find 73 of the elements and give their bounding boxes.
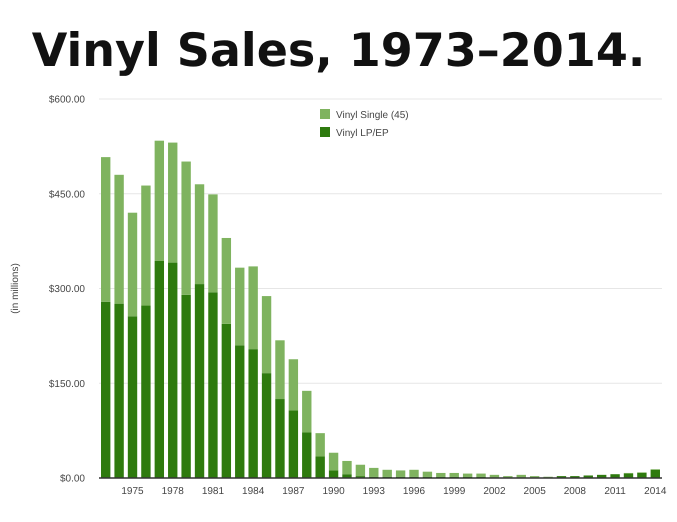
- bar: [409, 470, 419, 477]
- x-tick-label: 1993: [362, 486, 386, 497]
- x-tick-label: 1990: [322, 486, 346, 497]
- x-tick-label: 1975: [121, 486, 144, 497]
- bar: [208, 194, 218, 292]
- bar: [422, 472, 432, 477]
- y-tick-label: $600.00: [48, 94, 86, 106]
- x-tick-label: 1984: [242, 486, 265, 497]
- bar: [436, 472, 446, 477]
- x-tick-label: 2005: [524, 486, 546, 497]
- bar: [275, 340, 285, 400]
- bar: [275, 399, 285, 478]
- bar: [476, 474, 486, 477]
- x-tick-label: 1978: [162, 486, 184, 497]
- bar: [248, 266, 258, 350]
- x-tick-label: 1987: [282, 486, 305, 497]
- bar: [194, 284, 204, 478]
- bar: [450, 472, 459, 477]
- bar: [222, 324, 232, 478]
- y-axis-title: (in millions): [10, 263, 21, 314]
- bar: [356, 464, 366, 476]
- bar: [382, 470, 392, 477]
- bar: [302, 432, 312, 478]
- x-tick-label: 1999: [443, 486, 466, 497]
- bar: [168, 262, 178, 478]
- x-tick-label: 2014: [644, 486, 667, 497]
- chart-title: Vinyl Sales, 1973–2014.: [32, 23, 646, 77]
- bar: [222, 238, 232, 324]
- bar: [181, 294, 191, 478]
- x-tick-label: 2008: [564, 486, 586, 497]
- x-tick-label: 1981: [202, 486, 224, 497]
- bar: [315, 433, 325, 457]
- y-tick-label: $450.00: [48, 189, 86, 200]
- bar: [114, 174, 124, 304]
- bar: [235, 345, 244, 478]
- bar: [208, 292, 218, 478]
- legend-label: Vinyl LP/EP: [336, 128, 389, 139]
- bar: [462, 474, 472, 477]
- bar: [101, 302, 110, 478]
- bar: [637, 472, 647, 478]
- bar: [288, 359, 298, 410]
- bar: [328, 452, 338, 470]
- y-tick-label: $150.00: [48, 378, 86, 390]
- bar: [141, 306, 151, 478]
- bar: [328, 470, 338, 478]
- bar: [154, 260, 164, 478]
- bar: [288, 410, 298, 478]
- y-tick-label: $300.00: [48, 284, 86, 295]
- legend-label: Vinyl Single (45): [336, 110, 409, 121]
- bar: [650, 470, 660, 478]
- bar: [194, 184, 204, 284]
- bar: [262, 296, 272, 374]
- bar: [181, 162, 191, 295]
- bar: [128, 212, 138, 316]
- x-tick-label: 2002: [483, 486, 506, 497]
- bar: [168, 142, 178, 263]
- bar: [342, 460, 352, 474]
- bar: [369, 468, 378, 477]
- bar: [235, 268, 244, 346]
- bar: [610, 474, 620, 478]
- bar: [141, 186, 151, 306]
- x-tick-label: 2011: [604, 486, 626, 497]
- bar: [128, 316, 138, 478]
- x-tick-label: 1996: [402, 486, 426, 497]
- bar: [248, 349, 258, 478]
- bar: [396, 470, 406, 477]
- bar: [262, 373, 272, 478]
- bar: [154, 140, 164, 261]
- bar: [101, 157, 110, 302]
- y-tick-label: $0.00: [60, 474, 86, 484]
- bar: [315, 456, 325, 478]
- bar: [302, 390, 312, 433]
- bar: [114, 304, 124, 478]
